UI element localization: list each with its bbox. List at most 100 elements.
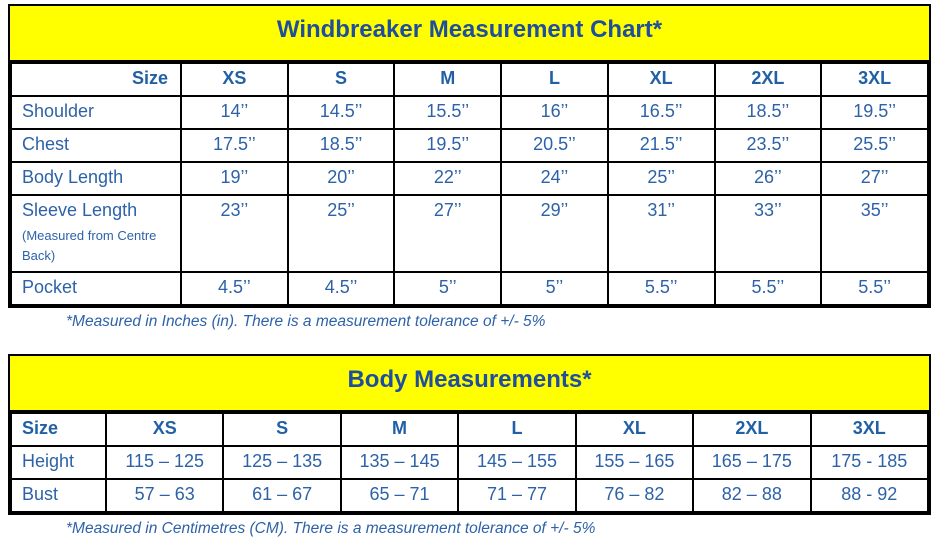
measurement-cell: 23’’ — [180, 193, 289, 274]
table-header: Size XS S M L XL 2XL 3XL — [10, 412, 930, 448]
measurement-cell: 65 – 71 — [339, 478, 460, 514]
row-label: Pocket — [10, 271, 182, 307]
body-measurements-table: Size XS S M L XL 2XL 3XL Height 115 – 125 125 – 1… — [10, 412, 930, 514]
row-label: Shoulder — [10, 95, 182, 130]
measurement-cell: 135 – 145 — [339, 445, 460, 481]
measurement-cell: 61 – 67 — [222, 478, 342, 514]
centimetres-footnote: *Measured in Centimetres (CM). There is … — [66, 520, 596, 538]
measurement-cell: 18.5’’ — [713, 95, 823, 130]
column-header: XS — [180, 62, 289, 97]
measurement-cell: 18.5’’ — [286, 128, 396, 163]
row-sublabel-text: (Measured from Centre Back) — [22, 228, 157, 264]
measurement-cell: 14.5’’ — [286, 95, 396, 130]
row-label-text: Pocket — [22, 277, 78, 298]
body-measurements-title: Body Measurements* — [10, 356, 929, 413]
column-header: S — [286, 62, 396, 97]
measurement-cell: 76 – 82 — [574, 478, 695, 514]
table-row: Body Length 19’’ 20’’ 22’’ 24’’ 25’’ 26’’ 27’’ — [10, 161, 929, 196]
column-header: L — [457, 412, 577, 448]
measurement-cell: 35’’ — [820, 193, 929, 274]
measurement-cell: 22’’ — [393, 161, 503, 196]
measurement-cell: 16.5’’ — [606, 95, 716, 130]
measurement-cell: 4.5’’ — [286, 271, 396, 307]
table-row: Pocket 4.5’’ 4.5’’ 5’’ 5’’ 5.5’’ 5.5’’ 5.5’’ — [10, 271, 929, 307]
measurement-cell: 25’’ — [286, 193, 396, 274]
measurement-cell: 14’’ — [180, 95, 289, 130]
table-row: Chest 17.5’’ 18.5’’ 19.5’’ 20.5’’ 21.5’’ 23.5’… — [10, 128, 929, 163]
measurement-cell: 5.5’’ — [606, 271, 716, 307]
size-corner-header: Size — [10, 412, 107, 448]
measurement-cell: 25.5’’ — [820, 128, 929, 163]
column-header: M — [339, 412, 460, 448]
measurement-cell: 175 - 185 — [809, 445, 930, 481]
measurement-cell: 145 – 155 — [457, 445, 577, 481]
row-label: Body Length — [10, 161, 182, 196]
measurement-cell: 71 – 77 — [457, 478, 577, 514]
inches-footnote: *Measured in Inches (in). There is a mea… — [66, 313, 546, 331]
table-header: Size XS S M L XL 2XL 3XL — [10, 62, 929, 97]
row-label-text: Height — [22, 451, 75, 472]
table-row: Sleeve Length (Measured from Centre Back)… — [10, 193, 929, 274]
table-row: Bust 57 – 63 61 – 67 65 – 71 71 – 77 76 – 82 8… — [10, 478, 930, 514]
measurement-cell: 19.5’’ — [820, 95, 929, 130]
measurement-cell: 27’’ — [393, 193, 503, 274]
measurement-cell: 5.5’’ — [820, 271, 929, 307]
measurement-cell: 5.5’’ — [713, 271, 823, 307]
measurement-cell: 19’’ — [180, 161, 289, 196]
windbreaker-chart-title: Windbreaker Measurement Chart* — [10, 6, 929, 62]
size-corner-header: Size — [10, 62, 182, 97]
column-header: 3XL — [809, 412, 930, 448]
measurement-cell: 29’’ — [500, 193, 609, 274]
body-measurements-chart: Body Measurements* Size XS S M L XL 2XL 3XL Hei… — [8, 354, 931, 516]
measurement-cell: 20’’ — [286, 161, 396, 196]
row-label: Chest — [10, 128, 182, 163]
measurement-cell: 23.5’’ — [713, 128, 823, 163]
measurement-cell: 88 - 92 — [809, 478, 930, 514]
measurement-cell: 15.5’’ — [393, 95, 503, 130]
windbreaker-measurement-chart: Windbreaker Measurement Chart* Size XS S M L… — [8, 4, 931, 309]
measurement-cell: 57 – 63 — [104, 478, 225, 514]
measurement-cell: 165 – 175 — [692, 445, 812, 481]
column-header: L — [500, 62, 609, 97]
measurement-cell: 17.5’’ — [180, 128, 289, 163]
measurement-cell: 16’’ — [500, 95, 609, 130]
measurement-cell: 33’’ — [713, 193, 823, 274]
column-header: S — [222, 412, 342, 448]
row-label: Bust — [10, 478, 107, 514]
measurement-cell: 25’’ — [606, 161, 716, 196]
measurement-cell: 82 – 88 — [692, 478, 812, 514]
header-row: Size XS S M L XL 2XL 3XL — [10, 412, 930, 448]
row-label: Height — [10, 445, 107, 481]
column-header: 3XL — [820, 62, 929, 97]
table-body: Shoulder 14’’ 14.5’’ 15.5’’ 16’’ 16.5’’ 18.5’’… — [10, 95, 929, 307]
row-label-text: Bust — [22, 484, 59, 505]
measurement-cell: 5’’ — [393, 271, 503, 307]
measurement-cell: 31’’ — [606, 193, 716, 274]
row-label-text: Body Length — [22, 167, 124, 187]
measurement-cell: 20.5’’ — [500, 128, 609, 163]
measurement-cell: 27’’ — [820, 161, 929, 196]
column-header: M — [393, 62, 503, 97]
measurement-cell: 24’’ — [500, 161, 609, 196]
measurement-cell: 125 – 135 — [222, 445, 342, 481]
measurement-cell: 19.5’’ — [393, 128, 503, 163]
measurement-cell: 155 – 165 — [574, 445, 695, 481]
column-header: XL — [606, 62, 716, 97]
table-row: Height 115 – 125 125 – 135 135 – 145 145 – 1… — [10, 445, 930, 481]
measurement-cell: 115 – 125 — [104, 445, 225, 481]
measurement-cell: 5’’ — [500, 271, 609, 307]
section-gap — [8, 331, 946, 354]
column-header: XS — [104, 412, 225, 448]
windbreaker-measurement-table: Size XS S M L XL 2XL 3XL Shoulder 14’’ 14.5’’ 15.5… — [10, 62, 929, 307]
measurement-cell: 4.5’’ — [180, 271, 289, 307]
measurement-cell: 26’’ — [713, 161, 823, 196]
row-label: Sleeve Length (Measured from Centre Back) — [10, 193, 182, 274]
column-header: 2XL — [692, 412, 812, 448]
row-label-text: Chest — [22, 134, 70, 154]
column-header: XL — [574, 412, 695, 448]
row-label-text: Shoulder — [22, 101, 95, 121]
table-row: Shoulder 14’’ 14.5’’ 15.5’’ 16’’ 16.5’’ 18.5’’… — [10, 95, 929, 130]
measurement-cell: 21.5’’ — [606, 128, 716, 163]
table-body: Height 115 – 125 125 – 135 135 – 145 145 – 1… — [10, 445, 930, 514]
